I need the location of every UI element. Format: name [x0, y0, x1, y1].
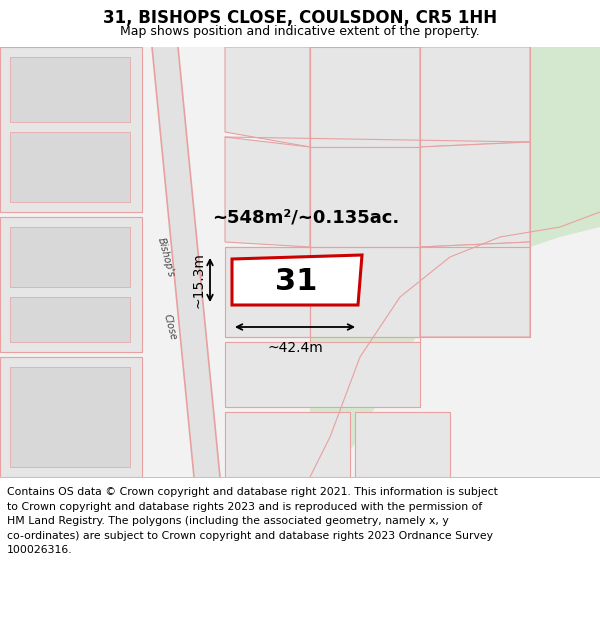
Polygon shape [355, 412, 450, 477]
Polygon shape [10, 297, 130, 342]
Text: ~548m²/~0.135ac.: ~548m²/~0.135ac. [212, 208, 400, 226]
Polygon shape [10, 132, 130, 202]
Polygon shape [310, 147, 420, 247]
Polygon shape [225, 47, 310, 147]
Polygon shape [10, 227, 130, 287]
Polygon shape [310, 47, 420, 147]
Polygon shape [152, 47, 220, 477]
Polygon shape [10, 367, 130, 467]
Text: Contains OS data © Crown copyright and database right 2021. This information is : Contains OS data © Crown copyright and d… [7, 488, 498, 555]
Text: 31, BISHOPS CLOSE, COULSDON, CR5 1HH: 31, BISHOPS CLOSE, COULSDON, CR5 1HH [103, 9, 497, 28]
Text: Map shows position and indicative extent of the property.: Map shows position and indicative extent… [120, 24, 480, 38]
Polygon shape [225, 247, 310, 337]
Polygon shape [0, 357, 142, 477]
Polygon shape [420, 142, 530, 247]
Polygon shape [310, 47, 600, 477]
Polygon shape [420, 242, 530, 337]
Polygon shape [0, 47, 600, 477]
Polygon shape [0, 47, 142, 212]
Polygon shape [232, 255, 362, 305]
Text: Close: Close [162, 313, 178, 341]
Text: 31: 31 [275, 266, 317, 296]
Polygon shape [420, 47, 530, 147]
Polygon shape [225, 342, 420, 407]
Polygon shape [225, 137, 310, 247]
Text: Bishop's: Bishop's [156, 236, 176, 278]
Text: ~15.3m: ~15.3m [192, 252, 206, 308]
Text: ~42.4m: ~42.4m [267, 341, 323, 355]
Polygon shape [225, 412, 350, 477]
Polygon shape [310, 247, 420, 337]
Polygon shape [10, 57, 130, 122]
Polygon shape [0, 217, 142, 352]
